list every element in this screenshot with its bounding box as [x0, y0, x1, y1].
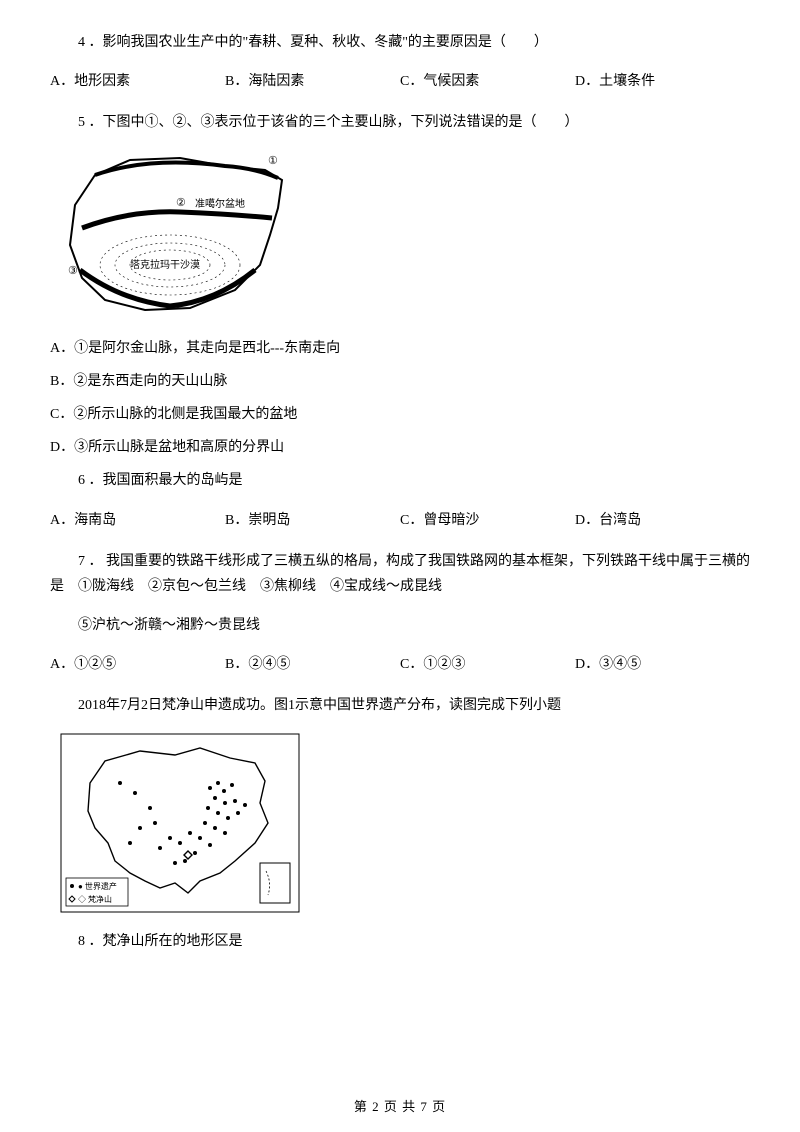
q7-options: A．①②⑤ B．②④⑤ C．①②③ D．③④⑤: [50, 652, 750, 677]
q4-opt-b: B．海陆因素: [225, 69, 400, 94]
xinjiang-map-icon: ① ② 准噶尔盆地 ③ 塔克拉玛干沙漠: [60, 150, 290, 320]
q6-opt-c: C．曾母暗沙: [400, 508, 575, 533]
q5-opt-a: A．①是阿尔金山脉，其走向是西北---东南走向: [50, 336, 750, 361]
q6-opt-b: B．崇明岛: [225, 508, 400, 533]
q6-opt-a: A．海南岛: [50, 508, 225, 533]
q8-text: 8 ．梵净山所在的地形区是: [50, 929, 750, 954]
q5-opt-b: B．②是东西走向的天山山脉: [50, 369, 750, 394]
q5-options: A．①是阿尔金山脉，其走向是西北---东南走向 B．②是东西走向的天山山脉 C．…: [50, 336, 750, 461]
q7-opt-a: A．①②⑤: [50, 652, 225, 677]
q4-opt-c: C．气候因素: [400, 69, 575, 94]
q7-opt-d: D．③④⑤: [575, 652, 750, 677]
q4-options: A．地形因素 B．海陆因素 C．气候因素 D．土壤条件: [50, 69, 750, 94]
q6-options: A．海南岛 B．崇明岛 C．曾母暗沙 D．台湾岛: [50, 508, 750, 533]
svg-text:准噶尔盆地: 准噶尔盆地: [195, 197, 245, 210]
q4-text: 4 ．影响我国农业生产中的"春耕、夏种、秋收、冬藏"的主要原因是（ ）: [50, 30, 750, 55]
q5-opt-d: D．③所示山脉是盆地和高原的分界山: [50, 435, 750, 460]
q7-line2: ⑤沪杭～浙赣～湘黔～贵昆线: [50, 613, 750, 638]
q5-text: 5 ．下图中①、②、③表示位于该省的三个主要山脉，下列说法错误的是（ ）: [50, 110, 750, 135]
q7-opt-c: C．①②③: [400, 652, 575, 677]
svg-text:②: ②: [176, 197, 186, 209]
svg-text:◇ 梵净山: ◇ 梵净山: [78, 894, 112, 904]
china-map-figure: ● 世界遗产 ◇ 梵净山: [60, 733, 300, 913]
context-text: 2018年7月2日梵净山申遗成功。图1示意中国世界遗产分布，读图完成下列小题: [50, 693, 750, 718]
q6-opt-d: D．台湾岛: [575, 508, 750, 533]
q4-opt-d: D．土壤条件: [575, 69, 750, 94]
q6-text: 6 ．我国面积最大的岛屿是: [50, 468, 750, 493]
q5-opt-c: C．②所示山脉的北侧是我国最大的盆地: [50, 402, 750, 427]
svg-text:③: ③: [68, 265, 78, 277]
china-map-icon: ● 世界遗产 ◇ 梵净山: [60, 733, 300, 913]
q5-map-figure: ① ② 准噶尔盆地 ③ 塔克拉玛干沙漠: [60, 150, 290, 320]
q4-opt-a: A．地形因素: [50, 69, 225, 94]
q7-line1: 7 ． 我国重要的铁路干线形成了三横五纵的格局，构成了我国铁路网的基本框架，下列…: [50, 549, 750, 599]
q7-opt-b: B．②④⑤: [225, 652, 400, 677]
svg-text:● 世界遗产: ● 世界遗产: [78, 881, 117, 891]
svg-text:塔克拉玛干沙漠: 塔克拉玛干沙漠: [130, 258, 200, 271]
page-footer: 第 2 页 共 7 页: [0, 1095, 800, 1118]
svg-text:①: ①: [268, 155, 278, 167]
